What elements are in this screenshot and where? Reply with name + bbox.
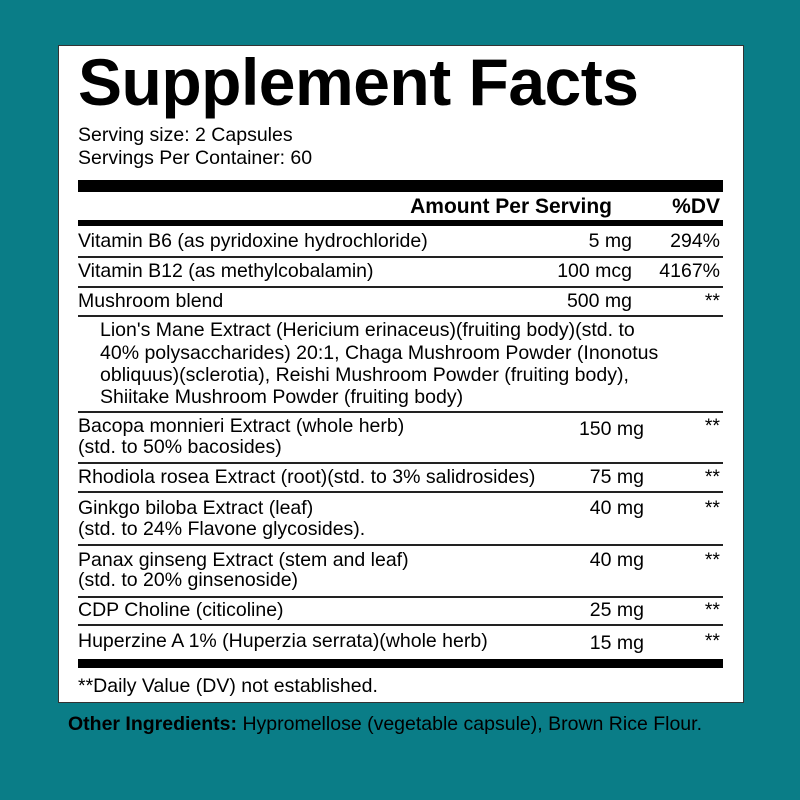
row-divider xyxy=(78,624,723,626)
row-divider xyxy=(78,256,723,258)
thick-divider xyxy=(78,659,723,668)
blend-detail-line: obliquus)(sclerotia), Reishi Mushroom Po… xyxy=(100,364,629,386)
row-divider xyxy=(78,462,723,464)
thick-divider xyxy=(78,180,723,192)
row-dv: ** xyxy=(704,599,720,621)
row-dv: ** xyxy=(704,466,720,488)
row-name: CDP Choline (citicoline) xyxy=(78,599,284,621)
row-name: Vitamin B12 (as methylcobalamin) xyxy=(78,260,374,282)
blend-detail-line: Shiitake Mushroom Powder (fruiting body) xyxy=(100,386,464,408)
other-ingredients-text: Hypromellose (vegetable capsule), Brown … xyxy=(237,713,702,735)
row-dv: 4167% xyxy=(659,260,720,282)
row-name: Vitamin B6 (as pyridoxine hydrochloride) xyxy=(78,230,428,252)
row-amount: 25 mg xyxy=(589,599,644,621)
row-name: Ginkgo biloba Extract (leaf) xyxy=(78,497,314,519)
header-dv: %DV xyxy=(672,195,720,218)
row-amount: 100 mcg xyxy=(557,260,632,282)
supplement-facts-panel xyxy=(58,45,744,703)
medium-divider xyxy=(78,220,723,226)
row-amount: 75 mg xyxy=(589,466,644,488)
row-dv: ** xyxy=(704,415,720,437)
row-divider xyxy=(78,596,723,598)
other-ingredients-label: Other Ingredients: xyxy=(68,713,238,735)
row-name-line2: (std. to 20% ginsenoside) xyxy=(78,569,299,591)
row-amount: 150 mg xyxy=(578,418,644,440)
blend-detail-line: Lion's Mane Extract (Hericium erinaceus)… xyxy=(100,319,635,341)
row-divider xyxy=(78,286,723,288)
row-amount: 500 mg xyxy=(566,290,632,312)
blend-detail-line: 40% polysaccharides) 20:1, Chaga Mushroo… xyxy=(100,342,659,364)
panel-title: Supplement Facts xyxy=(78,45,639,119)
servings-per-container: Servings Per Container: 60 xyxy=(78,147,313,169)
row-name-line2: (std. to 50% bacosides) xyxy=(78,436,282,458)
row-dv: ** xyxy=(704,549,720,571)
row-name: Huperzine A 1% (Huperzia serrata)(whole … xyxy=(78,630,488,652)
row-name-line2: (std. to 24% Flavone glycosides). xyxy=(78,518,366,540)
header-amount: Amount Per Serving xyxy=(410,195,612,218)
row-dv: ** xyxy=(704,290,720,312)
row-name: Rhodiola rosea Extract (root)(std. to 3%… xyxy=(78,466,536,488)
row-amount: 40 mg xyxy=(589,549,644,571)
row-amount: 5 mg xyxy=(588,230,632,252)
row-dv: 294% xyxy=(670,230,720,252)
row-dv: ** xyxy=(704,497,720,519)
row-name: Panax ginseng Extract (stem and leaf) xyxy=(78,549,409,571)
footnote: **Daily Value (DV) not established. xyxy=(78,675,378,697)
row-amount: 40 mg xyxy=(589,497,644,519)
row-divider xyxy=(78,491,723,493)
other-ingredients: Other Ingredients: Hypromellose (vegetab… xyxy=(68,713,758,736)
row-amount: 15 mg xyxy=(589,632,644,654)
serving-size: Serving size: 2 Capsules xyxy=(78,124,293,146)
row-divider xyxy=(78,544,723,546)
row-name: Mushroom blend xyxy=(78,290,224,312)
row-divider xyxy=(78,315,723,317)
row-dv: ** xyxy=(704,630,720,652)
row-name: Bacopa monnieri Extract (whole herb) xyxy=(78,415,405,437)
row-divider xyxy=(78,411,723,413)
